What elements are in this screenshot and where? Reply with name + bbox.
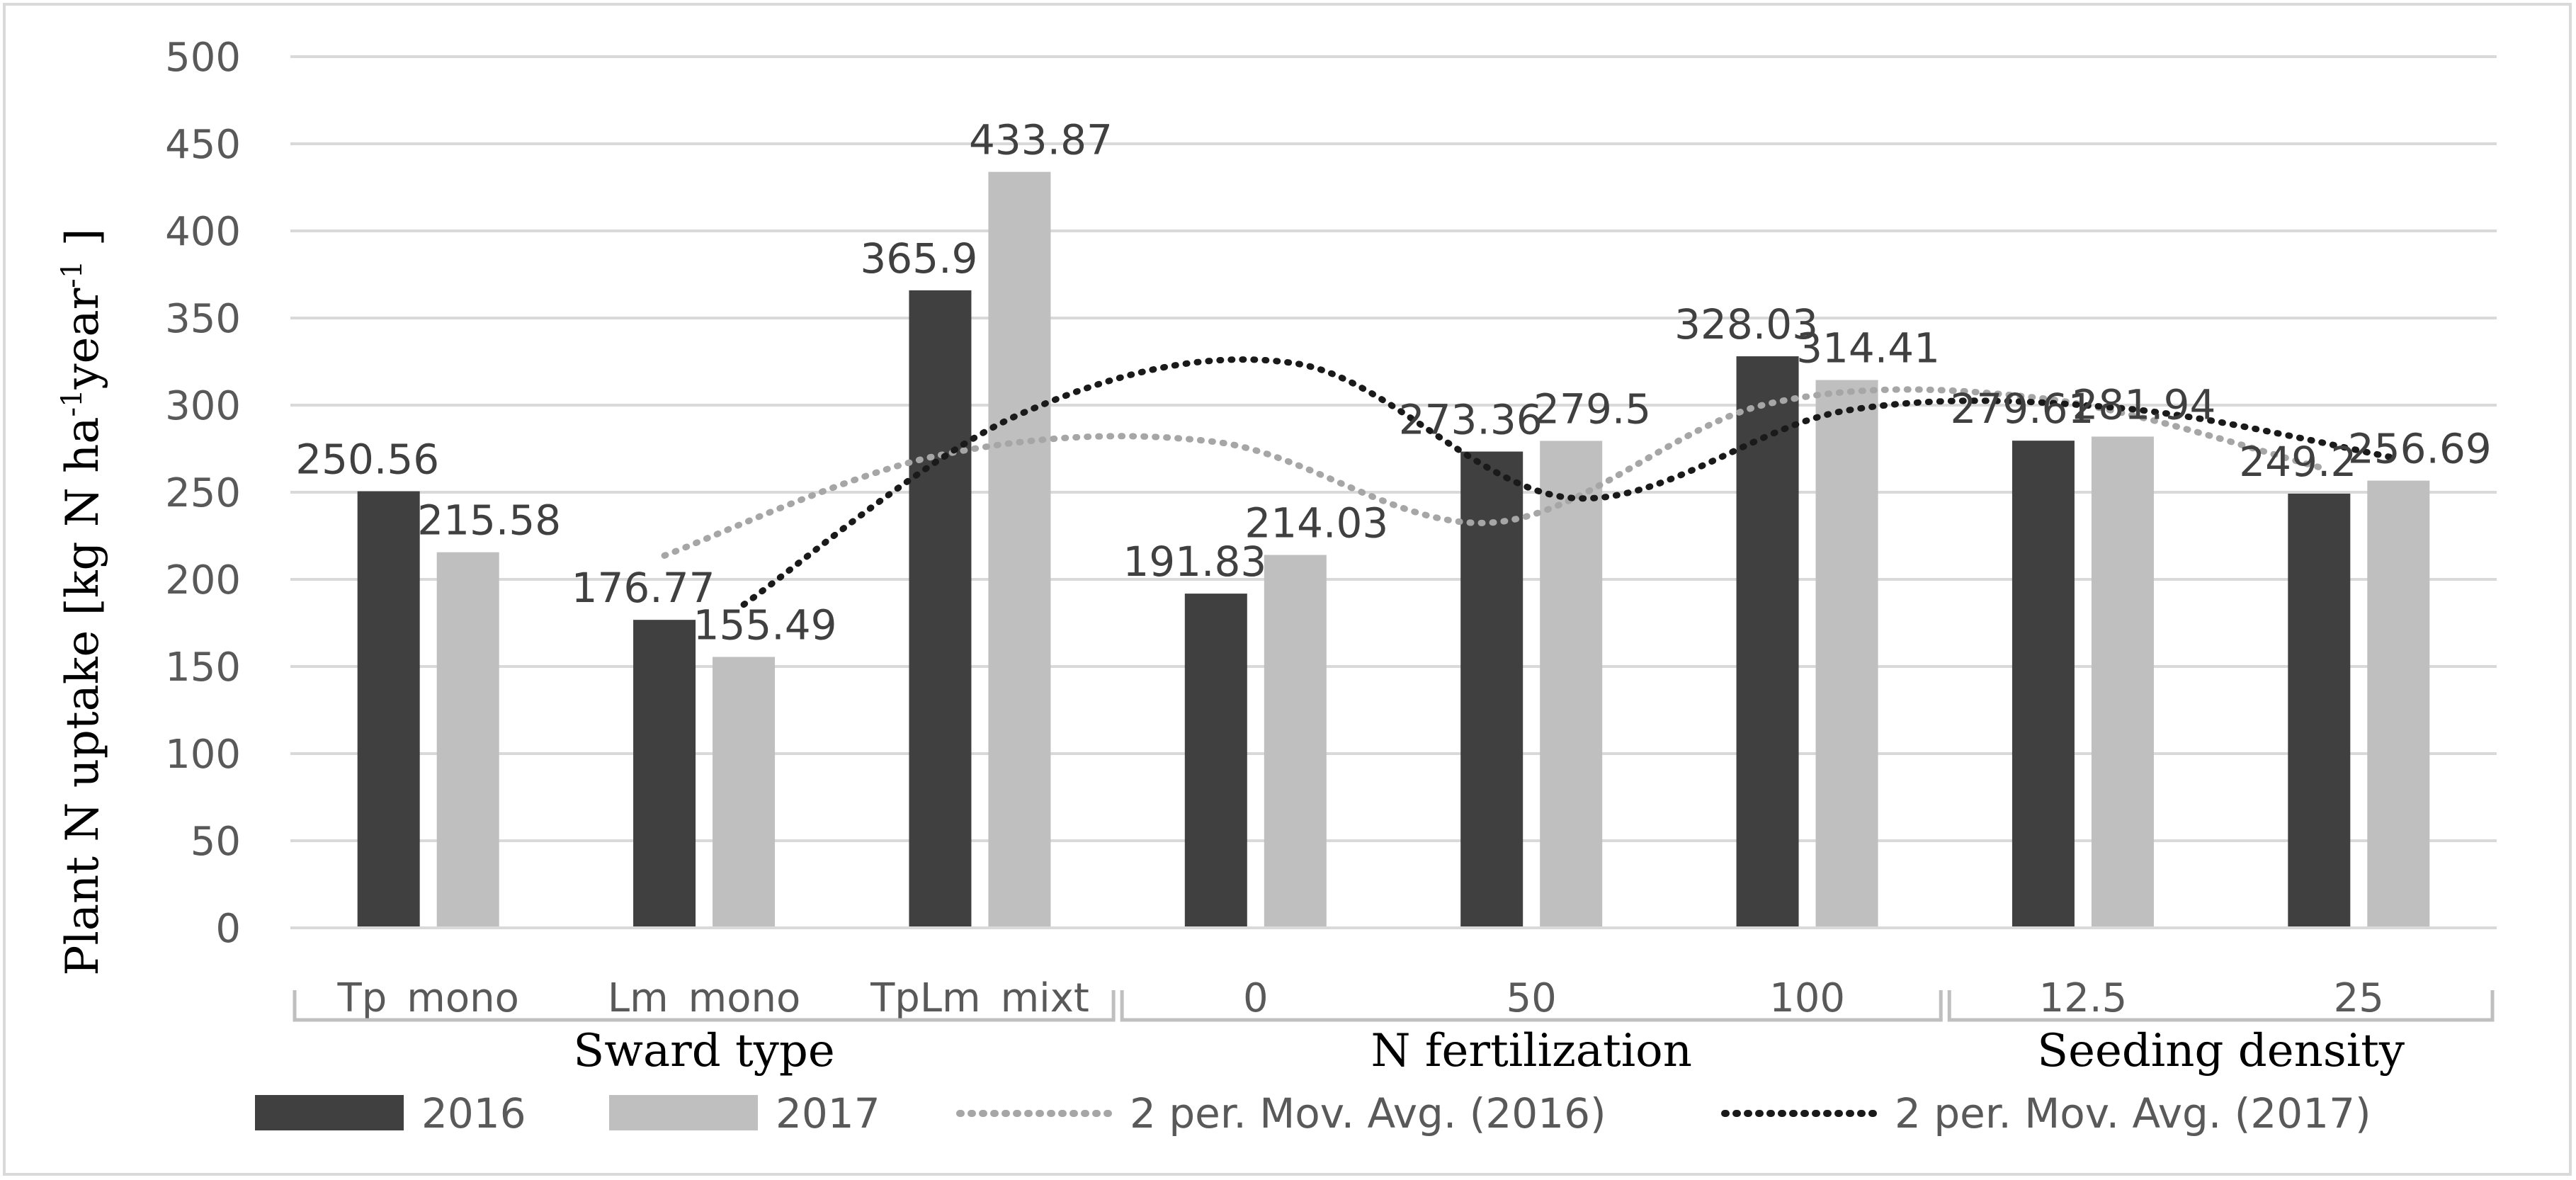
x-tick-label: TpLm_mixt — [870, 975, 1089, 1021]
y-tick-label: 300 — [165, 383, 241, 429]
x-tick-label: 50 — [1507, 975, 1557, 1021]
bar-2016 — [1184, 594, 1247, 928]
y-tick-label: 50 — [191, 819, 241, 865]
group-label: Sward type — [573, 1025, 834, 1077]
y-tick-label: 350 — [165, 296, 241, 342]
data-label-2017: 279.5 — [1533, 385, 1651, 433]
bar-2016 — [909, 290, 972, 928]
legend-item-2016: 2016 — [255, 1089, 526, 1138]
bar-2016 — [633, 620, 696, 928]
x-tick-label: 25 — [2334, 975, 2384, 1021]
group-label: Seeding density — [2037, 1025, 2405, 1077]
legend-swatch — [255, 1095, 404, 1130]
x-tick-label: 100 — [1769, 975, 1845, 1021]
trendline-2017 — [740, 356, 2402, 608]
chart-frame — [3, 3, 2572, 1176]
bar-2017 — [436, 552, 499, 928]
data-label-2016: 273.36 — [1399, 396, 1543, 444]
group-bracket — [293, 990, 1116, 1022]
legend-label: 2 per. Mov. Avg. (2017) — [1895, 1089, 2371, 1138]
legend-item-2017: 2017 — [609, 1089, 880, 1138]
gridlines — [290, 55, 2497, 929]
legend-item-movavg-2017: 2 per. Mov. Avg. (2017) — [1721, 1089, 2371, 1138]
y-tick-label: 150 — [165, 645, 241, 691]
data-label-2017: 215.58 — [417, 497, 561, 545]
y-tick-label: 500 — [165, 35, 241, 81]
x-axis: Tp_mono Lm_mono TpLm_mixt 0 50 100 12.5 25 — [290, 926, 2497, 1021]
x-tick-label: 12.5 — [2039, 975, 2128, 1021]
y-tick-label: 400 — [165, 209, 241, 255]
data-label-2017: 214.03 — [1244, 499, 1388, 547]
group-bracket — [1947, 990, 2495, 1022]
bars — [357, 171, 2430, 928]
data-label-2016: 328.03 — [1674, 300, 1818, 348]
x-tick-label: 0 — [1243, 975, 1269, 1021]
y-tick-label: 250 — [165, 470, 241, 516]
x-tick-label: Tp_mono — [337, 975, 519, 1021]
legend-item-movavg-2016: 2 per. Mov. Avg. (2016) — [956, 1089, 1606, 1138]
data-label-2016: 279.61 — [1950, 385, 2094, 433]
trendlines — [661, 356, 2402, 608]
data-label-2017: 314.41 — [1796, 324, 1940, 373]
y-axis-label: Plant N uptake [kg N ha-1year-1 ] — [56, 228, 109, 975]
bar-2016 — [1736, 356, 1799, 928]
data-label-2016: 191.83 — [1123, 538, 1266, 586]
bar-2016 — [357, 491, 420, 928]
bar-2016 — [2012, 441, 2075, 928]
bar-2017 — [1815, 380, 1878, 928]
group-label: N fertilization — [1371, 1025, 1691, 1077]
bar-2017 — [713, 657, 776, 928]
data-label-2017: 256.69 — [2348, 425, 2492, 473]
bar-2016 — [1460, 451, 1524, 928]
x-tick-label: Lm_mono — [608, 975, 800, 1021]
group-bracket — [1120, 990, 1943, 1022]
bar-2017 — [1540, 441, 1603, 928]
legend: 2016 2017 2 per. Mov. Avg. (2016) 2 per. Mo… — [255, 1089, 2371, 1138]
data-label-2017: 433.87 — [969, 116, 1113, 164]
data-label-2017: 281.94 — [2072, 380, 2215, 429]
legend-swatch — [609, 1095, 758, 1130]
y-tick-label: 100 — [165, 732, 241, 778]
data-label-2016: 250.56 — [295, 436, 439, 484]
data-label-2016: 249.2 — [2239, 438, 2356, 486]
y-tick-label: 0 — [215, 906, 241, 952]
y-tick-label: 200 — [165, 557, 241, 603]
bar-2016 — [2288, 493, 2351, 928]
data-label-2017: 155.49 — [693, 601, 837, 649]
data-label-2016: 176.77 — [572, 564, 715, 612]
y-tick-label: 450 — [165, 122, 241, 168]
legend-label: 2016 — [421, 1089, 526, 1138]
y-axis-ticks: 0 50 100 150 200 250 300 350 400 450 500 — [165, 35, 241, 952]
legend-label: 2 per. Mov. Avg. (2016) — [1130, 1089, 1606, 1138]
legend-label: 2017 — [776, 1089, 880, 1138]
bar-2017 — [1264, 555, 1327, 928]
category-groups: Sward type N fertilization Seeding density — [293, 990, 2495, 1077]
data-label-2016: 365.9 — [860, 234, 977, 283]
bar-2017 — [988, 171, 1051, 928]
trendline-2016 — [661, 386, 2322, 559]
bar-2017 — [2367, 480, 2430, 928]
bar-2017 — [2091, 436, 2154, 928]
